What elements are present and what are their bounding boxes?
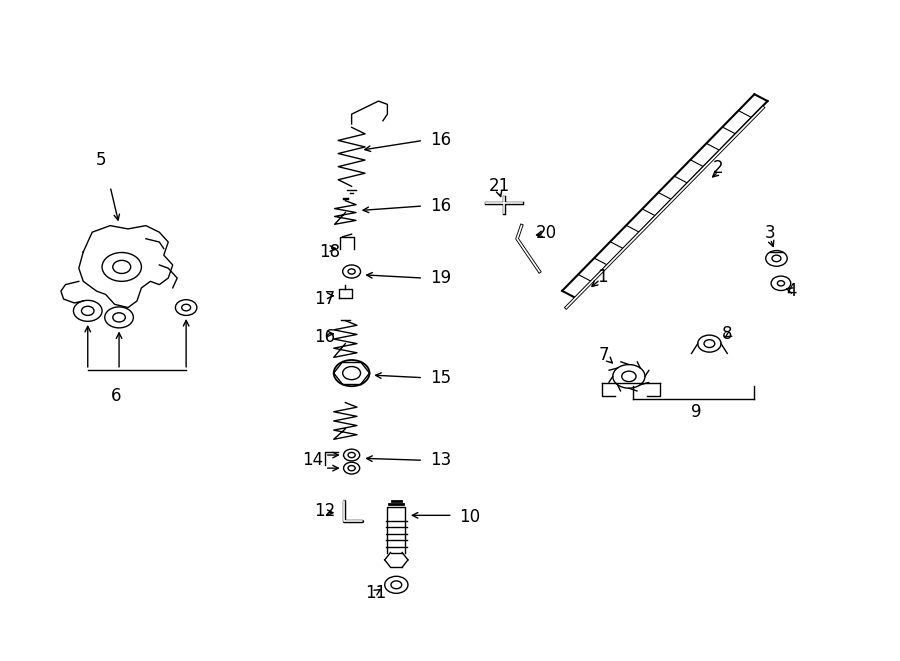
Text: 20: 20: [536, 225, 557, 243]
Text: 3: 3: [765, 225, 776, 243]
Text: 16: 16: [314, 328, 336, 346]
Text: 18: 18: [319, 243, 340, 261]
Text: 2: 2: [713, 159, 724, 177]
Text: 16: 16: [430, 132, 452, 149]
Text: 15: 15: [430, 369, 452, 387]
Text: 9: 9: [690, 403, 701, 422]
Text: 12: 12: [314, 502, 336, 520]
Text: 16: 16: [430, 197, 452, 215]
Text: 7: 7: [598, 346, 609, 364]
Text: 5: 5: [96, 151, 106, 169]
Text: 19: 19: [430, 269, 452, 287]
Text: 4: 4: [787, 282, 796, 300]
Text: 6: 6: [111, 387, 122, 405]
Text: 21: 21: [489, 177, 509, 195]
Text: 14: 14: [302, 451, 324, 469]
Text: 17: 17: [314, 290, 336, 308]
Text: 11: 11: [365, 584, 386, 602]
Text: 1: 1: [597, 268, 608, 286]
Text: 8: 8: [722, 325, 733, 343]
Text: 10: 10: [459, 508, 481, 526]
Text: 13: 13: [430, 451, 452, 469]
